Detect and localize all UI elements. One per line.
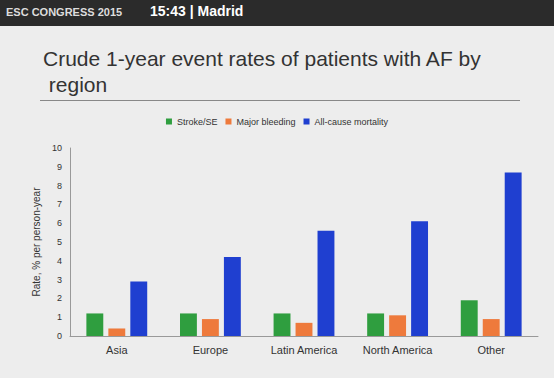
svg-text:Europe: Europe [193,344,228,356]
svg-text:Other: Other [477,344,505,356]
svg-text:1: 1 [57,312,62,322]
svg-text:Latin America: Latin America [271,344,339,356]
svg-text:2: 2 [57,293,62,303]
svg-text:All-cause mortality: All-cause mortality [315,117,389,127]
svg-text:0: 0 [57,331,62,341]
svg-text:4: 4 [57,256,62,266]
svg-text:Rate, % per person-year: Rate, % per person-year [31,187,42,297]
svg-text:9: 9 [57,162,62,172]
svg-text:North America: North America [363,344,434,356]
svg-text:8: 8 [57,181,62,191]
svg-text:3: 3 [57,275,62,285]
svg-text:7: 7 [57,199,62,209]
svg-text:5: 5 [57,237,62,247]
svg-text:15:43 | Madrid: 15:43 | Madrid [150,3,243,19]
svg-text:Asia: Asia [106,344,128,356]
svg-text:region: region [43,73,107,96]
svg-text:6: 6 [57,218,62,228]
svg-text:ESC CONGRESS 2015: ESC CONGRESS 2015 [6,6,122,18]
svg-text:Stroke/SE: Stroke/SE [177,117,218,127]
svg-text:Major bleeding: Major bleeding [236,117,295,127]
svg-text:Crude 1-year event rates of pa: Crude 1-year event rates of patients wit… [43,47,481,70]
svg-text:10: 10 [52,143,62,153]
